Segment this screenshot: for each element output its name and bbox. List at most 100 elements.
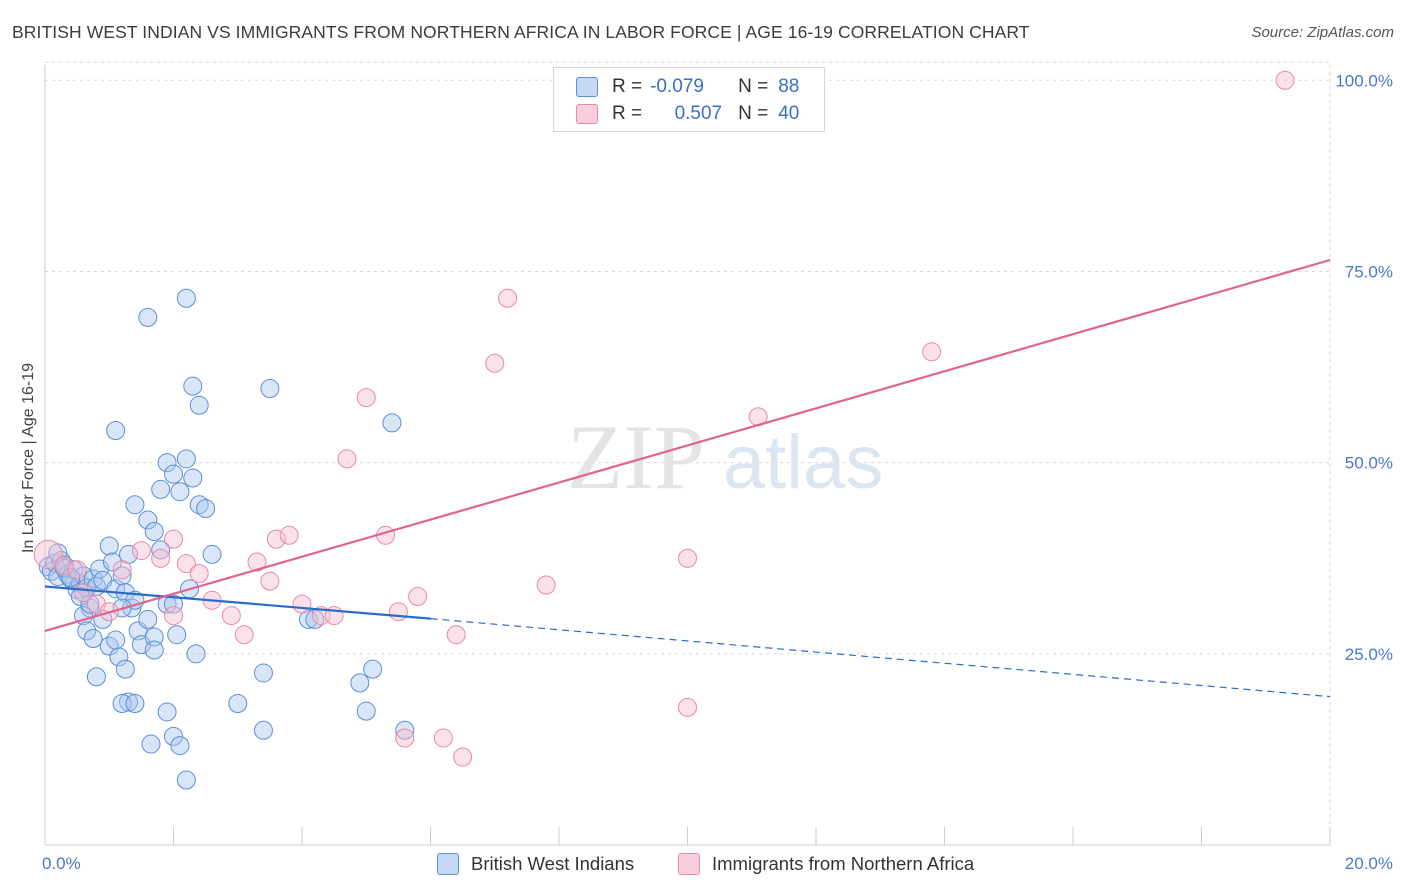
- trend-line-blue-extended: [430, 618, 1331, 698]
- data-point-pink: [131, 541, 151, 561]
- data-point-pink: [54, 556, 74, 576]
- axes: [44, 65, 1331, 846]
- legend-n-label: N =: [738, 103, 769, 124]
- legend-box: R = -0.079 N = 88 R = 0.507 N = 40: [553, 67, 825, 132]
- data-point-blue: [80, 594, 100, 614]
- y-tick-label: 100.0%: [1335, 71, 1393, 90]
- data-point-blue: [99, 536, 119, 556]
- data-point-blue: [138, 609, 158, 629]
- data-point-pink: [164, 606, 183, 626]
- data-point-blue: [106, 421, 126, 441]
- watermark-atlas: atlas: [723, 420, 884, 505]
- data-point-pink: [33, 539, 63, 569]
- bottom-legend-label-pink: Immigrants from Northern Africa: [712, 853, 975, 874]
- bottom-legend-blue: British West Indians: [437, 851, 634, 877]
- watermark: ZIP atlas: [567, 406, 883, 508]
- data-point-blue: [183, 468, 203, 488]
- data-point-blue: [164, 594, 183, 614]
- legend-row-pink: R = 0.507 N = 40: [576, 101, 799, 127]
- data-point-pink: [337, 449, 357, 469]
- data-point-blue: [109, 647, 129, 667]
- data-point-blue: [70, 586, 90, 606]
- data-point-blue: [144, 521, 164, 541]
- data-point-blue: [119, 692, 139, 712]
- data-point-pink: [446, 625, 466, 645]
- legend-n-value: 88: [778, 76, 800, 97]
- data-point-blue: [125, 694, 145, 714]
- data-point-pink: [266, 529, 286, 549]
- data-point-blue: [141, 734, 161, 754]
- source-label: Source: ZipAtlas.com: [1251, 24, 1394, 41]
- data-point-pink: [176, 554, 196, 574]
- data-point-blue: [86, 667, 106, 687]
- data-point-pink: [922, 342, 942, 362]
- data-point-blue: [157, 702, 177, 722]
- data-point-blue: [83, 629, 103, 649]
- data-point-blue: [164, 464, 183, 484]
- legend-r-value: -0.079: [650, 76, 704, 97]
- data-point-blue: [350, 673, 370, 693]
- tick-labels: 25.0% 50.0% 75.0% 100.0% 0.0% 20.0%: [42, 71, 1393, 873]
- data-point-blue: [176, 288, 196, 308]
- data-point-blue: [363, 659, 383, 679]
- data-point-blue: [138, 510, 158, 530]
- data-point-pink: [453, 747, 473, 767]
- data-point-pink: [247, 552, 267, 572]
- data-point-pink: [292, 594, 312, 614]
- data-point-pink: [74, 583, 94, 603]
- trend-line-blue: [44, 585, 431, 620]
- data-point-blue: [260, 378, 280, 398]
- legend-r-label: R =: [612, 76, 643, 97]
- data-point-pink: [485, 353, 505, 373]
- legend-n-value: 40: [778, 103, 800, 124]
- data-point-pink: [279, 525, 299, 545]
- y-tick-label: 25.0%: [1345, 645, 1393, 664]
- data-point-blue: [115, 659, 135, 679]
- data-point-pink: [1275, 70, 1295, 90]
- series-british-west-indians: [38, 288, 415, 790]
- bottom-legend-swatch-blue: [437, 853, 459, 875]
- data-point-blue: [228, 694, 248, 714]
- data-point-blue: [61, 567, 81, 587]
- data-point-blue: [83, 569, 103, 589]
- y-tick-label: 75.0%: [1345, 262, 1393, 281]
- data-point-blue: [151, 540, 171, 560]
- data-point-blue: [167, 625, 187, 645]
- data-point-blue: [176, 449, 196, 469]
- data-point-pink: [260, 571, 280, 591]
- watermark-zip: ZIP: [567, 406, 705, 508]
- bottom-legend-pink: Immigrants from Northern Africa: [678, 851, 974, 877]
- data-point-blue: [125, 495, 145, 515]
- data-point-blue: [144, 640, 164, 660]
- data-point-blue: [106, 630, 126, 650]
- legend-n-label: N =: [738, 76, 769, 97]
- data-point-pink: [356, 388, 376, 408]
- bottom-legend-swatch-pink: [678, 853, 700, 875]
- x-tick-label: 20.0%: [1345, 854, 1393, 873]
- data-point-blue: [176, 770, 196, 790]
- data-point-pink: [151, 548, 171, 568]
- trend-line-pink: [44, 258, 1331, 632]
- legend-row-blue: R = -0.079 N = 88: [576, 74, 799, 100]
- data-point-blue: [151, 479, 171, 499]
- data-point-blue: [164, 726, 183, 746]
- data-point-blue: [196, 499, 216, 519]
- data-point-pink: [678, 548, 697, 568]
- data-point-blue: [157, 453, 177, 473]
- trend-lines: [44, 258, 1331, 698]
- data-point-pink: [433, 728, 453, 748]
- data-point-blue: [138, 307, 158, 327]
- data-point-blue: [170, 736, 190, 756]
- legend-r-label: R =: [612, 103, 643, 124]
- bottom-legend-label-blue: British West Indians: [471, 853, 635, 874]
- legend-r-value: 0.507: [674, 103, 723, 124]
- legend-swatch-blue: [576, 77, 598, 97]
- data-point-blue: [112, 566, 132, 586]
- data-point-pink: [498, 288, 518, 308]
- data-point-pink: [112, 560, 132, 580]
- data-point-blue: [183, 376, 203, 396]
- data-point-blue: [253, 720, 273, 740]
- data-point-pink: [67, 560, 87, 580]
- data-point-pink: [678, 697, 697, 717]
